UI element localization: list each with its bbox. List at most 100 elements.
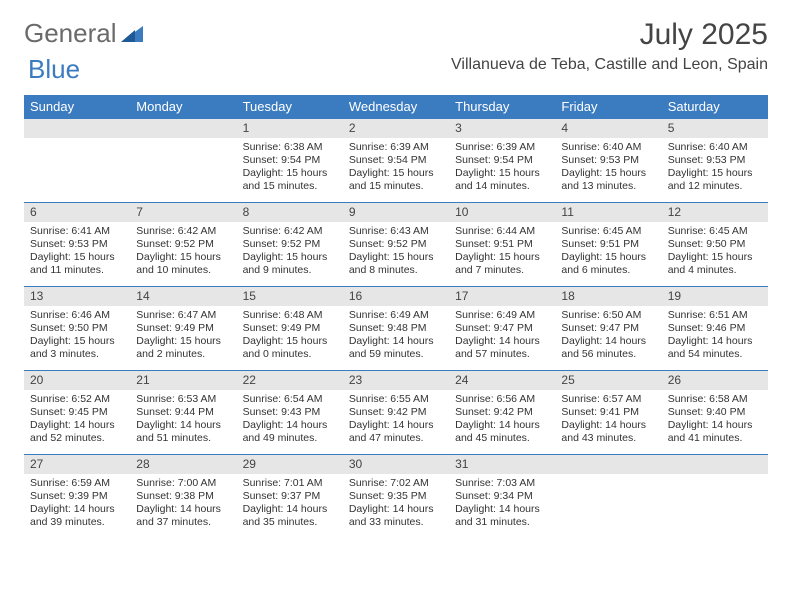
day-details: Sunrise: 6:40 AMSunset: 9:53 PMDaylight:… — [662, 138, 768, 198]
calendar-cell: 21Sunrise: 6:53 AMSunset: 9:44 PMDayligh… — [130, 370, 236, 454]
dayheader-friday: Friday — [555, 95, 661, 118]
day-number: 16 — [343, 286, 449, 306]
day-details: Sunrise: 6:45 AMSunset: 9:51 PMDaylight:… — [555, 222, 661, 282]
day-details: Sunrise: 6:50 AMSunset: 9:47 PMDaylight:… — [555, 306, 661, 366]
day-details: Sunrise: 6:57 AMSunset: 9:41 PMDaylight:… — [555, 390, 661, 450]
day-details: Sunrise: 6:55 AMSunset: 9:42 PMDaylight:… — [343, 390, 449, 450]
day-number: 30 — [343, 454, 449, 474]
calendar-cell: 22Sunrise: 6:54 AMSunset: 9:43 PMDayligh… — [237, 370, 343, 454]
calendar-cell — [555, 454, 661, 538]
day-details: Sunrise: 6:56 AMSunset: 9:42 PMDaylight:… — [449, 390, 555, 450]
dayheader-saturday: Saturday — [662, 95, 768, 118]
day-number: 13 — [24, 286, 130, 306]
day-details: Sunrise: 6:47 AMSunset: 9:49 PMDaylight:… — [130, 306, 236, 366]
day-details: Sunrise: 6:54 AMSunset: 9:43 PMDaylight:… — [237, 390, 343, 450]
day-number: 23 — [343, 370, 449, 390]
calendar-cell — [130, 118, 236, 202]
day-details: Sunrise: 6:48 AMSunset: 9:49 PMDaylight:… — [237, 306, 343, 366]
calendar-cell: 18Sunrise: 6:50 AMSunset: 9:47 PMDayligh… — [555, 286, 661, 370]
calendar-cell: 12Sunrise: 6:45 AMSunset: 9:50 PMDayligh… — [662, 202, 768, 286]
day-number: 17 — [449, 286, 555, 306]
logo-text-general: General — [24, 18, 117, 49]
calendar-table: SundayMondayTuesdayWednesdayThursdayFrid… — [24, 95, 768, 538]
dayheader-monday: Monday — [130, 95, 236, 118]
dayheader-thursday: Thursday — [449, 95, 555, 118]
calendar-cell: 4Sunrise: 6:40 AMSunset: 9:53 PMDaylight… — [555, 118, 661, 202]
day-details: Sunrise: 7:03 AMSunset: 9:34 PMDaylight:… — [449, 474, 555, 534]
calendar-cell — [24, 118, 130, 202]
calendar-cell: 8Sunrise: 6:42 AMSunset: 9:52 PMDaylight… — [237, 202, 343, 286]
day-details: Sunrise: 6:46 AMSunset: 9:50 PMDaylight:… — [24, 306, 130, 366]
day-number: 6 — [24, 202, 130, 222]
day-details: Sunrise: 7:02 AMSunset: 9:35 PMDaylight:… — [343, 474, 449, 534]
calendar-cell: 25Sunrise: 6:57 AMSunset: 9:41 PMDayligh… — [555, 370, 661, 454]
calendar-cell: 27Sunrise: 6:59 AMSunset: 9:39 PMDayligh… — [24, 454, 130, 538]
dayheader-sunday: Sunday — [24, 95, 130, 118]
day-number: 4 — [555, 118, 661, 138]
month-title: July 2025 — [451, 18, 768, 52]
calendar-cell: 6Sunrise: 6:41 AMSunset: 9:53 PMDaylight… — [24, 202, 130, 286]
day-number: 8 — [237, 202, 343, 222]
day-number: 5 — [662, 118, 768, 138]
calendar-cell: 7Sunrise: 6:42 AMSunset: 9:52 PMDaylight… — [130, 202, 236, 286]
calendar-cell: 5Sunrise: 6:40 AMSunset: 9:53 PMDaylight… — [662, 118, 768, 202]
day-number: 18 — [555, 286, 661, 306]
day-details: Sunrise: 7:00 AMSunset: 9:38 PMDaylight:… — [130, 474, 236, 534]
day-number: 19 — [662, 286, 768, 306]
day-details: Sunrise: 6:53 AMSunset: 9:44 PMDaylight:… — [130, 390, 236, 450]
day-number: 26 — [662, 370, 768, 390]
calendar-cell: 2Sunrise: 6:39 AMSunset: 9:54 PMDaylight… — [343, 118, 449, 202]
calendar-cell: 26Sunrise: 6:58 AMSunset: 9:40 PMDayligh… — [662, 370, 768, 454]
day-number: 2 — [343, 118, 449, 138]
day-details: Sunrise: 6:40 AMSunset: 9:53 PMDaylight:… — [555, 138, 661, 198]
day-details: Sunrise: 6:51 AMSunset: 9:46 PMDaylight:… — [662, 306, 768, 366]
calendar-cell: 20Sunrise: 6:52 AMSunset: 9:45 PMDayligh… — [24, 370, 130, 454]
day-number: 31 — [449, 454, 555, 474]
day-number: 21 — [130, 370, 236, 390]
day-details: Sunrise: 6:38 AMSunset: 9:54 PMDaylight:… — [237, 138, 343, 198]
calendar-cell: 9Sunrise: 6:43 AMSunset: 9:52 PMDaylight… — [343, 202, 449, 286]
day-number: 9 — [343, 202, 449, 222]
dayheader-tuesday: Tuesday — [237, 95, 343, 118]
calendar-cell: 31Sunrise: 7:03 AMSunset: 9:34 PMDayligh… — [449, 454, 555, 538]
day-number: 1 — [237, 118, 343, 138]
day-number: 3 — [449, 118, 555, 138]
day-number: 7 — [130, 202, 236, 222]
day-details: Sunrise: 6:49 AMSunset: 9:48 PMDaylight:… — [343, 306, 449, 366]
day-details: Sunrise: 6:42 AMSunset: 9:52 PMDaylight:… — [237, 222, 343, 282]
day-number: 25 — [555, 370, 661, 390]
day-number: 29 — [237, 454, 343, 474]
day-details: Sunrise: 6:58 AMSunset: 9:40 PMDaylight:… — [662, 390, 768, 450]
day-number: 24 — [449, 370, 555, 390]
day-number: 14 — [130, 286, 236, 306]
logo-text-blue: Blue — [28, 54, 80, 85]
day-details: Sunrise: 6:41 AMSunset: 9:53 PMDaylight:… — [24, 222, 130, 282]
day-details: Sunrise: 7:01 AMSunset: 9:37 PMDaylight:… — [237, 474, 343, 534]
calendar-cell: 17Sunrise: 6:49 AMSunset: 9:47 PMDayligh… — [449, 286, 555, 370]
day-details: Sunrise: 6:59 AMSunset: 9:39 PMDaylight:… — [24, 474, 130, 534]
day-number: 15 — [237, 286, 343, 306]
calendar-cell: 19Sunrise: 6:51 AMSunset: 9:46 PMDayligh… — [662, 286, 768, 370]
day-details: Sunrise: 6:43 AMSunset: 9:52 PMDaylight:… — [343, 222, 449, 282]
day-number: 12 — [662, 202, 768, 222]
day-number: 22 — [237, 370, 343, 390]
calendar-cell: 16Sunrise: 6:49 AMSunset: 9:48 PMDayligh… — [343, 286, 449, 370]
logo: General — [24, 18, 145, 49]
calendar-cell: 23Sunrise: 6:55 AMSunset: 9:42 PMDayligh… — [343, 370, 449, 454]
calendar-cell — [662, 454, 768, 538]
calendar-cell: 15Sunrise: 6:48 AMSunset: 9:49 PMDayligh… — [237, 286, 343, 370]
calendar-cell: 28Sunrise: 7:00 AMSunset: 9:38 PMDayligh… — [130, 454, 236, 538]
calendar-cell: 29Sunrise: 7:01 AMSunset: 9:37 PMDayligh… — [237, 454, 343, 538]
calendar-cell: 30Sunrise: 7:02 AMSunset: 9:35 PMDayligh… — [343, 454, 449, 538]
calendar-cell: 13Sunrise: 6:46 AMSunset: 9:50 PMDayligh… — [24, 286, 130, 370]
day-number: 11 — [555, 202, 661, 222]
calendar-cell: 3Sunrise: 6:39 AMSunset: 9:54 PMDaylight… — [449, 118, 555, 202]
location: Villanueva de Teba, Castille and Leon, S… — [451, 56, 768, 74]
day-details: Sunrise: 6:39 AMSunset: 9:54 PMDaylight:… — [343, 138, 449, 198]
day-details: Sunrise: 6:39 AMSunset: 9:54 PMDaylight:… — [449, 138, 555, 198]
calendar-cell: 10Sunrise: 6:44 AMSunset: 9:51 PMDayligh… — [449, 202, 555, 286]
day-details: Sunrise: 6:45 AMSunset: 9:50 PMDaylight:… — [662, 222, 768, 282]
calendar-cell: 24Sunrise: 6:56 AMSunset: 9:42 PMDayligh… — [449, 370, 555, 454]
day-number: 20 — [24, 370, 130, 390]
day-details: Sunrise: 6:44 AMSunset: 9:51 PMDaylight:… — [449, 222, 555, 282]
